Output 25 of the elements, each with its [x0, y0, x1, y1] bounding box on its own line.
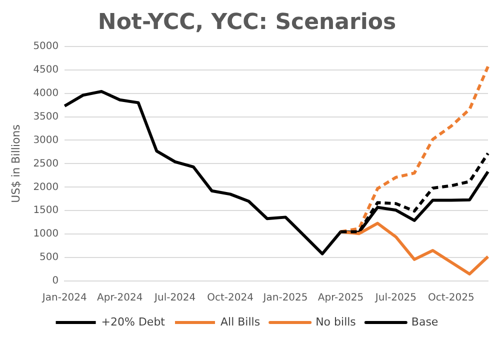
x-tick-label: Apr-2024 — [97, 292, 143, 304]
x-tick-label: Jan-2025 — [262, 292, 308, 304]
y-tick-label: 500 — [40, 252, 59, 264]
y-tick-label: 0 — [52, 276, 59, 287]
x-tick-label: Apr-2025 — [318, 292, 364, 304]
x-tick-label: Oct-2024 — [207, 292, 254, 304]
legend-label: No bills — [316, 315, 356, 328]
legend-label: +20% Debt — [101, 315, 166, 328]
y-tick-label: 2500 — [33, 158, 59, 170]
legend-label: Base — [411, 315, 438, 328]
y-tick-label: 3500 — [33, 111, 59, 122]
y-tick-label: 2000 — [33, 182, 59, 193]
y-axis-title: US$ in Billions — [9, 124, 22, 203]
x-tick-label: Jul-2024 — [154, 292, 196, 304]
y-tick-label: 4500 — [33, 64, 59, 76]
y-tick-label: 1500 — [33, 205, 59, 216]
x-tick-label: Jan-2024 — [41, 292, 87, 304]
y-tick-label: 3000 — [33, 134, 59, 146]
x-tick-label: Oct-2025 — [428, 292, 474, 304]
y-tick-label: 4000 — [33, 88, 59, 99]
y-tick-label: 1000 — [33, 228, 59, 240]
x-tick-label: Jul-2025 — [374, 292, 417, 304]
chart-title: Not-YCC, YCC: Scenarios — [98, 10, 396, 35]
y-tick-label: 5000 — [33, 40, 59, 52]
legend-label: All Bills — [220, 315, 260, 328]
